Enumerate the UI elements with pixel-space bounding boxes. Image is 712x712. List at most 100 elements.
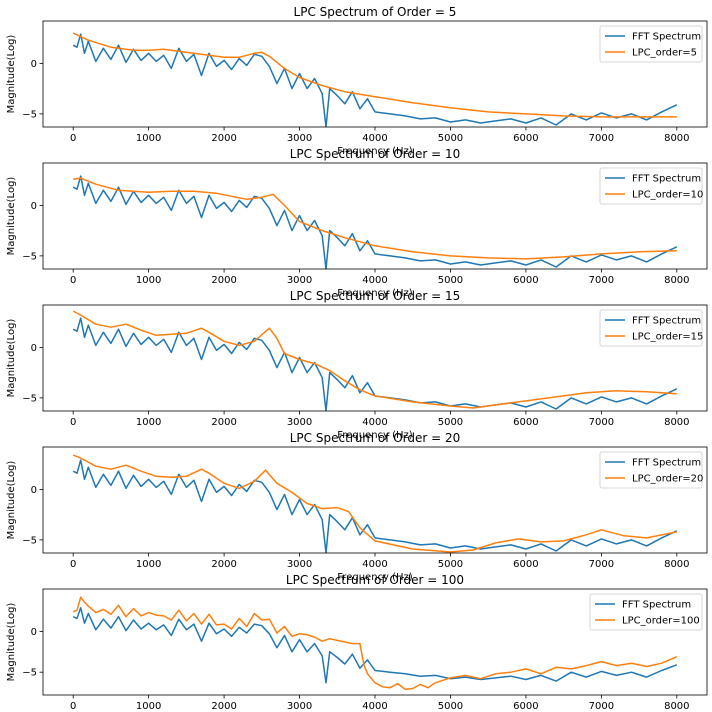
lpc-spectrum-line xyxy=(72,596,678,691)
x-tick-label: 6000 xyxy=(513,417,538,428)
x-tick-label: 8000 xyxy=(664,701,689,712)
legend-box xyxy=(599,167,703,205)
x-tick-label: 3000 xyxy=(287,417,312,428)
subplot-title: LPC Spectrum of Order = 20 xyxy=(290,431,461,445)
legend-entry-label: LPC_order=100 xyxy=(622,616,700,627)
x-tick-label: 4000 xyxy=(362,701,387,712)
subplot-3: LPC Spectrum of Order = 15 0 1000 2000 3000 4… xyxy=(6,289,708,441)
fft-spectrum-line xyxy=(72,33,678,127)
x-tick-label: 6000 xyxy=(513,133,538,144)
x-tick-label: 6000 xyxy=(513,559,538,570)
x-tick-label: 3000 xyxy=(287,701,312,712)
x-tick-label: 1000 xyxy=(136,275,161,286)
legend: FFT Spectrum LPC_order=15 xyxy=(599,309,703,347)
x-tick-label: 7000 xyxy=(589,133,614,144)
series-group xyxy=(72,310,678,411)
x-tick-label: 0 xyxy=(70,701,76,712)
y-tick-label: −5 xyxy=(22,535,37,546)
x-tick-label: 5000 xyxy=(438,417,463,428)
subplot-title: LPC Spectrum of Order = 10 xyxy=(290,147,461,161)
subplot-1: LPC Spectrum of Order = 5 0 1000 2000 3000 40… xyxy=(6,5,708,157)
y-tick-label: 0 xyxy=(31,59,37,70)
x-tick-label: 0 xyxy=(70,275,76,286)
legend-box xyxy=(599,451,703,489)
legend-entry-label: LPC_order=5 xyxy=(632,48,697,59)
series-group xyxy=(72,454,678,553)
x-tick-label: 7000 xyxy=(589,275,614,286)
fft-spectrum-line xyxy=(72,317,678,411)
x-tick-label: 3000 xyxy=(287,133,312,144)
x-tick-label: 8000 xyxy=(664,275,689,286)
fft-spectrum-line xyxy=(72,459,678,553)
fft-spectrum-line xyxy=(72,607,678,684)
x-tick-label: 5000 xyxy=(438,559,463,570)
x-tick-label: 8000 xyxy=(664,133,689,144)
x-tick-label: 7000 xyxy=(589,701,614,712)
x-tick-label: 4000 xyxy=(362,559,387,570)
subplot-title: LPC Spectrum of Order = 15 xyxy=(290,289,461,303)
legend-entry-label: FFT Spectrum xyxy=(632,458,701,469)
y-tick-label: −5 xyxy=(22,668,37,679)
y-tick-label: −5 xyxy=(22,109,37,120)
y-tick-label: 0 xyxy=(31,627,37,638)
subplot-title: LPC Spectrum of Order = 5 xyxy=(294,5,457,19)
x-tick-label: 8000 xyxy=(664,559,689,570)
x-tick-label: 2000 xyxy=(211,701,236,712)
y-axis-label: Magnitude(Log) xyxy=(6,461,17,540)
x-tick-label: 7000 xyxy=(589,417,614,428)
x-tick-label: 4000 xyxy=(362,133,387,144)
series-group xyxy=(72,32,678,127)
x-axis-label: Frequency (Hz) xyxy=(337,288,413,299)
y-tick-label: 0 xyxy=(31,201,37,212)
legend-entry-label: FFT Spectrum xyxy=(622,600,691,611)
lpc-spectrum-line xyxy=(72,32,677,118)
legend-entry-label: LPC_order=15 xyxy=(632,332,703,343)
y-tick-label: 0 xyxy=(31,343,37,354)
legend-entry-label: LPC_order=10 xyxy=(632,190,703,201)
x-tick-label: 8000 xyxy=(664,417,689,428)
x-tick-label: 6000 xyxy=(513,701,538,712)
x-tick-label: 6000 xyxy=(513,275,538,286)
x-tick-label: 5000 xyxy=(438,275,463,286)
fft-spectrum-line xyxy=(72,175,678,269)
lpc-spectrum-line xyxy=(73,177,677,260)
legend: FFT Spectrum LPC_order=10 xyxy=(599,167,703,205)
y-axis-label: Magnitude(Log) xyxy=(6,177,17,256)
x-tick-label: 5000 xyxy=(438,133,463,144)
y-axis-label: Magnitude(Log) xyxy=(6,319,17,398)
y-axis-label: Magnitude(Log) xyxy=(6,35,17,114)
legend-entry-label: FFT Spectrum xyxy=(632,32,701,43)
series-group xyxy=(72,175,678,269)
x-axis-label: Frequency (Hz) xyxy=(337,146,413,157)
legend-box xyxy=(589,593,703,631)
legend: FFT Spectrum LPC_order=5 xyxy=(599,25,703,63)
x-axis-label: Frequency (Hz) xyxy=(337,430,413,441)
y-axis-label: Magnitude(Log) xyxy=(6,603,17,682)
x-tick-label: 1000 xyxy=(136,559,161,570)
x-tick-label: 7000 xyxy=(589,559,614,570)
x-tick-label: 2000 xyxy=(211,275,236,286)
x-tick-label: 1000 xyxy=(136,417,161,428)
y-tick-label: 0 xyxy=(31,485,37,496)
legend-box xyxy=(599,309,703,347)
series-group xyxy=(72,596,678,691)
x-tick-label: 4000 xyxy=(362,275,387,286)
lpc-spectrum-line xyxy=(72,454,677,553)
x-tick-label: 3000 xyxy=(287,275,312,286)
legend-entry-label: LPC_order=20 xyxy=(632,474,703,485)
legend-entry-label: FFT Spectrum xyxy=(632,174,701,185)
x-tick-label: 1000 xyxy=(136,133,161,144)
x-tick-label: 0 xyxy=(70,559,76,570)
x-tick-label: 3000 xyxy=(287,559,312,570)
subplot-4: LPC Spectrum of Order = 20 0 1000 2000 3000 4… xyxy=(6,431,708,583)
subplot-5: LPC Spectrum of Order = 100 0 1000 2000 3000… xyxy=(6,573,708,712)
x-tick-label: 0 xyxy=(70,133,76,144)
x-tick-label: 5000 xyxy=(438,701,463,712)
x-tick-label: 2000 xyxy=(211,559,236,570)
subplot-2: LPC Spectrum of Order = 10 0 1000 2000 3000 4… xyxy=(6,147,708,299)
x-tick-label: 0 xyxy=(70,417,76,428)
x-tick-label: 4000 xyxy=(362,417,387,428)
lpc-spectrum-line xyxy=(72,310,677,409)
x-tick-label: 1000 xyxy=(136,701,161,712)
